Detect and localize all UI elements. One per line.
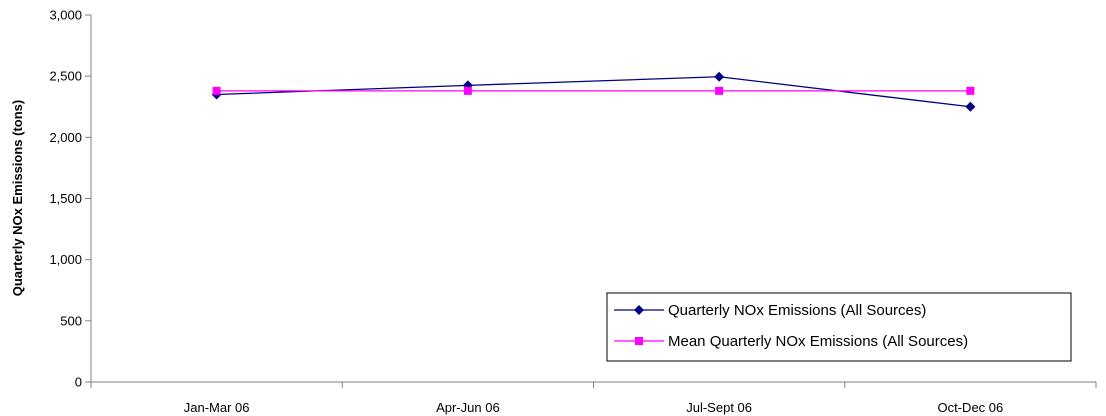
- data-point-square: [212, 86, 221, 95]
- x-tick-label: Apr-Jun 06: [436, 400, 500, 415]
- x-tick-label: Jan-Mar 06: [184, 400, 250, 415]
- series-1: [211, 71, 976, 112]
- y-tick-label: 500: [60, 313, 82, 328]
- y-tick-label: 1,500: [49, 191, 82, 206]
- y-tick-label: 2,000: [49, 130, 82, 145]
- y-tick-label: 0: [75, 375, 82, 390]
- data-point-square: [463, 86, 472, 95]
- data-point-square: [715, 86, 724, 95]
- series-2: [212, 86, 975, 95]
- legend-entry-1: Quarterly NOx Emissions (All Sources): [614, 302, 926, 319]
- legend-items: Quarterly NOx Emissions (All Sources) Mea…: [614, 302, 968, 350]
- y-tick-label: 3,000: [49, 8, 82, 23]
- y-tick-label: 2,500: [49, 69, 82, 84]
- x-axis-ticks: Jan-Mar 06 Apr-Jun 06 Jul-Sept 06 Oct-Dec 0…: [90, 382, 1097, 415]
- legend-entry-2: Mean Quarterly NOx Emissions (All Source…: [614, 333, 968, 350]
- legend-label: Mean Quarterly NOx Emissions (All Source…: [668, 333, 968, 350]
- y-axis-ticks: 0 500 1,000 1,500 2,000 2,500 3,000: [49, 8, 91, 390]
- x-tick-label: Oct-Dec 06: [938, 400, 1004, 415]
- y-tick-label: 1,000: [49, 252, 82, 267]
- legend-label: Quarterly NOx Emissions (All Sources): [668, 302, 926, 319]
- x-tick-label: Jul-Sept 06: [686, 400, 752, 415]
- series-line: [216, 76, 971, 108]
- series-layer: [211, 71, 976, 112]
- y-axis-title: Quarterly NOx Emissions (tons): [10, 100, 25, 297]
- data-point-diamond: [714, 71, 725, 82]
- data-point-square: [635, 337, 643, 345]
- legend-box: [606, 292, 1072, 362]
- data-point-diamond: [634, 305, 644, 315]
- data-point-diamond: [965, 101, 976, 112]
- legend: Quarterly NOx Emissions (All Sources) Mea…: [606, 292, 1072, 362]
- data-point-square: [966, 86, 975, 95]
